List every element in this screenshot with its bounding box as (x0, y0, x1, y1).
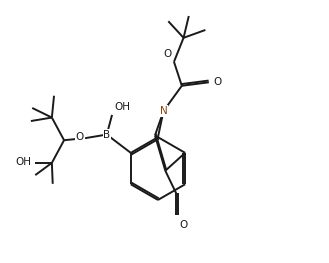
Text: O: O (213, 77, 221, 87)
Text: OH: OH (15, 157, 31, 167)
Text: O: O (163, 49, 171, 59)
Text: B: B (103, 130, 110, 140)
Text: OH: OH (114, 102, 130, 112)
Text: O: O (76, 132, 84, 142)
Text: N: N (160, 106, 167, 116)
Text: O: O (180, 220, 188, 230)
